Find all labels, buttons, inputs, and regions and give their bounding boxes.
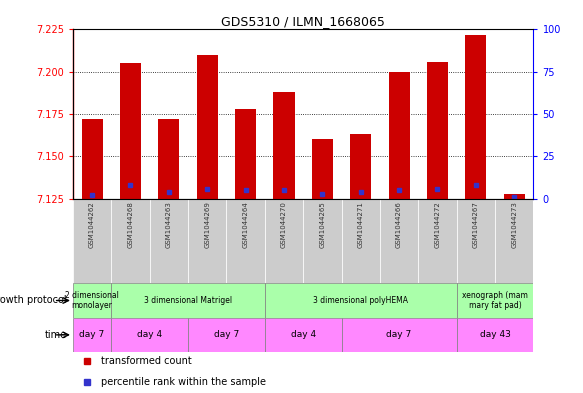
Bar <box>73 199 111 283</box>
Bar <box>265 283 456 318</box>
Bar <box>265 318 342 352</box>
Text: GSM1044271: GSM1044271 <box>358 201 364 248</box>
Bar <box>419 199 456 283</box>
Text: time: time <box>45 330 67 340</box>
Text: percentile rank within the sample: percentile rank within the sample <box>100 376 265 387</box>
Bar <box>226 199 265 283</box>
Bar <box>188 199 226 283</box>
Bar <box>120 63 141 199</box>
Bar <box>273 92 294 199</box>
Text: GSM1044270: GSM1044270 <box>281 201 287 248</box>
Text: GSM1044262: GSM1044262 <box>89 201 95 248</box>
Bar <box>111 199 150 283</box>
Bar <box>456 199 495 283</box>
Bar <box>456 283 533 318</box>
Bar <box>111 283 265 318</box>
Bar <box>427 62 448 199</box>
Bar <box>73 283 111 318</box>
Text: GSM1044264: GSM1044264 <box>243 201 248 248</box>
Bar <box>312 140 333 199</box>
Bar <box>265 199 303 283</box>
Text: day 4: day 4 <box>137 331 162 340</box>
Text: xenograph (mam
mary fat pad): xenograph (mam mary fat pad) <box>462 291 528 310</box>
Text: day 7: day 7 <box>79 331 105 340</box>
Text: 3 dimensional Matrigel: 3 dimensional Matrigel <box>144 296 232 305</box>
Bar <box>388 72 410 199</box>
Text: day 7: day 7 <box>214 331 239 340</box>
Title: GDS5310 / ILMN_1668065: GDS5310 / ILMN_1668065 <box>221 15 385 28</box>
Bar <box>73 318 111 352</box>
Text: GSM1044263: GSM1044263 <box>166 201 172 248</box>
Text: day 7: day 7 <box>387 331 412 340</box>
Text: GSM1044268: GSM1044268 <box>128 201 134 248</box>
Bar <box>350 134 371 199</box>
Bar <box>235 109 256 199</box>
Bar <box>196 55 218 199</box>
Bar <box>380 199 418 283</box>
Text: 2 dimensional
monolayer: 2 dimensional monolayer <box>65 291 119 310</box>
Text: day 4: day 4 <box>290 331 316 340</box>
Text: GSM1044272: GSM1044272 <box>434 201 441 248</box>
Bar <box>504 194 525 199</box>
Text: day 43: day 43 <box>480 331 511 340</box>
Text: GSM1044273: GSM1044273 <box>511 201 517 248</box>
Bar <box>456 318 533 352</box>
Bar <box>495 199 533 283</box>
Bar <box>188 318 265 352</box>
Bar <box>150 199 188 283</box>
Bar <box>342 318 456 352</box>
Text: GSM1044266: GSM1044266 <box>396 201 402 248</box>
Bar <box>82 119 103 199</box>
Text: growth protocol: growth protocol <box>0 296 67 305</box>
Text: transformed count: transformed count <box>100 356 191 366</box>
Bar <box>342 199 380 283</box>
Bar <box>158 119 180 199</box>
Text: 3 dimensional polyHEMA: 3 dimensional polyHEMA <box>313 296 408 305</box>
Text: GSM1044267: GSM1044267 <box>473 201 479 248</box>
Bar <box>111 318 188 352</box>
Text: GSM1044265: GSM1044265 <box>319 201 325 248</box>
Bar <box>303 199 342 283</box>
Text: GSM1044269: GSM1044269 <box>204 201 210 248</box>
Bar <box>465 35 486 199</box>
